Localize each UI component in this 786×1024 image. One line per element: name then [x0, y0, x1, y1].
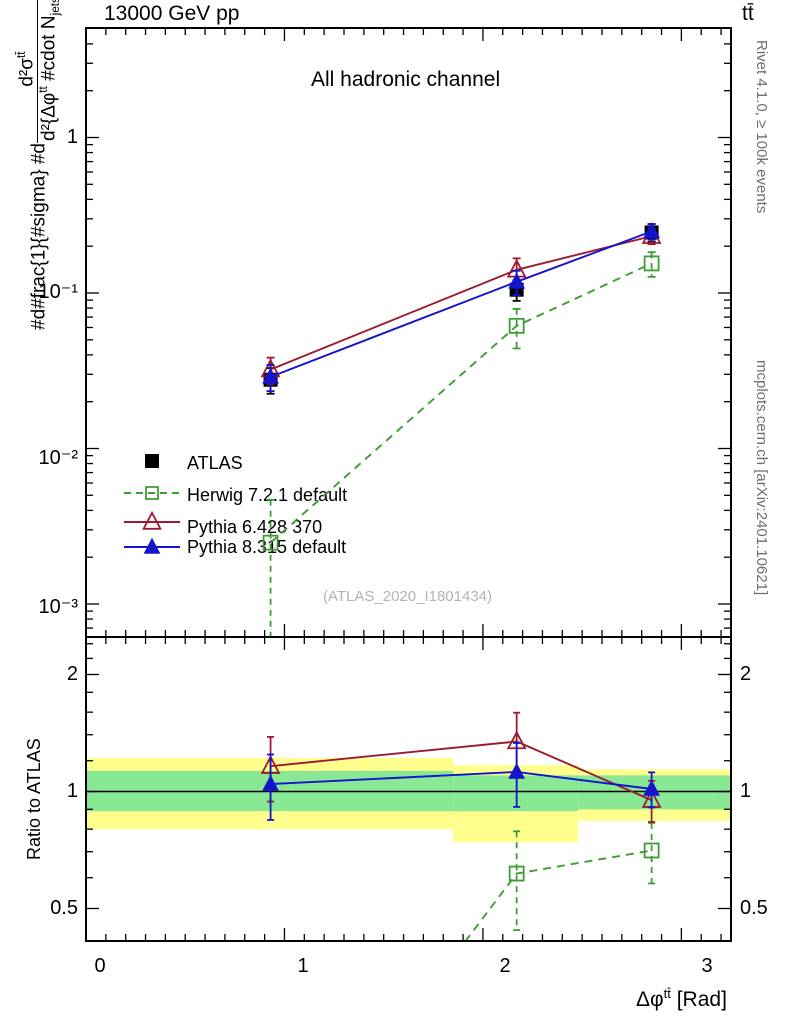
main-datapoint-herwig: [262, 534, 279, 551]
x-axis-title: Δφtt̄ [Rad]: [636, 986, 727, 1012]
ratio-ytick-0p5: 0.5: [50, 897, 78, 919]
xtitle-rest: [Rad]: [670, 988, 727, 1011]
ratio-datapoint-pythia: [508, 762, 526, 779]
ratio-ytick-right-1: 1: [740, 780, 752, 802]
ratio-panel-frame: [85, 636, 732, 942]
xtitle-sup: tt̄: [663, 986, 671, 1001]
ratio-ytick-2: 2: [66, 663, 78, 685]
main-series-line-herwig: [269, 262, 653, 544]
panel-title: All hadronic channel: [311, 68, 501, 91]
ratio-ytick-right-0p5: 0.5: [740, 897, 768, 919]
legend-marker-pythia6: [142, 510, 162, 530]
ratio-datapoint-pythia: [643, 779, 661, 796]
main-ytick-1e-3: 10⁻³: [38, 596, 78, 618]
header-right-process-label: tt̄: [742, 2, 754, 25]
ratio-ytick-right-2: 2: [740, 663, 752, 685]
legend-label-herwig: Herwig 7.2.1 default: [187, 485, 348, 505]
xtick-3: 3: [701, 955, 713, 977]
ratio-datapoint-herwig: [643, 842, 660, 859]
legend-label-atlas: ATLAS: [187, 453, 243, 473]
main-datapoint-pythia: [262, 367, 279, 384]
analysis-id-watermark: (ATLAS_2020_I1801434): [323, 588, 493, 605]
ratio-ytick-1: 1: [66, 780, 78, 802]
xtick-0: 0: [94, 955, 106, 977]
legend-marker-herwig: [145, 486, 159, 500]
xtitle-main: Δφ: [636, 988, 664, 1011]
xtick-2: 2: [499, 955, 511, 977]
legend-label-pythia8: Pythia 8.315 default: [187, 537, 347, 557]
ratio-series-line-herwig: [465, 849, 652, 940]
ratio-datapoint-pythia: [262, 774, 279, 791]
main-panel-frame: [85, 27, 732, 638]
main-ytick-1e-1: 10⁻¹: [38, 281, 78, 303]
main-ytick-1e-2: 10⁻²: [38, 447, 78, 469]
ratio-uncertainty-band-inner-green: [453, 775, 579, 812]
xtick-1: 1: [297, 955, 309, 977]
main-ytick-1: 1: [66, 126, 78, 148]
legend-marker-atlas: [145, 454, 159, 468]
main-datapoint-herwig: [508, 317, 525, 334]
ratio-datapoint-herwig: [508, 865, 525, 882]
header-left-beam-label: 13000 GeV pp: [104, 2, 240, 25]
main-datapoint-pythia: [643, 222, 661, 239]
legend-marker-pythia8: [143, 537, 161, 554]
legend-label-pythia6: Pythia 6.428 370: [187, 517, 323, 537]
main-datapoint-pythia: [508, 272, 526, 289]
main-series-line-pythia: [270, 230, 652, 378]
main-datapoint-herwig: [643, 255, 660, 272]
